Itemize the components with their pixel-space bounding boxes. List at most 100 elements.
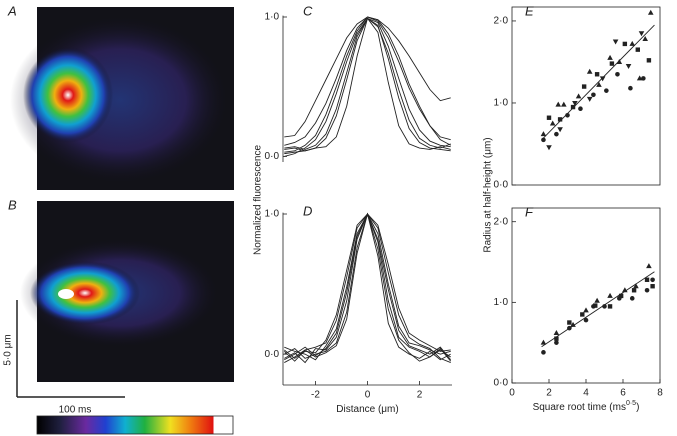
point <box>554 131 559 137</box>
profile-line <box>284 16 451 146</box>
point <box>554 336 559 341</box>
panel-letter: F <box>525 204 534 219</box>
point <box>594 297 600 303</box>
point <box>594 72 600 77</box>
x-tick-label: 0 <box>365 390 371 401</box>
point <box>646 263 652 269</box>
fit-line <box>541 24 655 141</box>
x-tick-label: 8 <box>657 388 663 399</box>
y-tick-label: 2·0 <box>494 216 509 227</box>
panel-letter: A <box>7 3 17 18</box>
point <box>591 304 596 309</box>
plot-frame <box>511 207 661 384</box>
point <box>618 293 624 299</box>
point <box>629 40 636 46</box>
point <box>557 117 563 122</box>
panel-letter: E <box>525 3 534 18</box>
x-tick-label: 0 <box>509 388 515 399</box>
point <box>633 283 639 289</box>
panel-letter: B <box>8 197 17 212</box>
point <box>617 296 622 301</box>
profile-line <box>284 213 451 363</box>
point <box>583 317 589 323</box>
x-tick-label: -2 <box>311 390 320 401</box>
point <box>554 340 559 345</box>
point <box>586 68 593 74</box>
x-tick-label: 2 <box>417 390 423 401</box>
profile-line <box>284 17 451 157</box>
scale-label: 5·0 μm <box>3 334 14 365</box>
point <box>599 76 606 82</box>
scale-label: 100 ms <box>59 405 92 416</box>
point <box>629 296 635 301</box>
point <box>581 84 587 89</box>
point <box>586 96 593 102</box>
point <box>546 145 552 151</box>
y-axis-label: Radius at half-height (μm) <box>483 137 494 252</box>
point <box>578 106 583 112</box>
point <box>546 115 552 120</box>
point <box>650 277 655 283</box>
point <box>580 312 585 317</box>
profile-line <box>284 212 452 361</box>
point <box>555 101 562 107</box>
image-peak <box>58 289 74 299</box>
x-tick-label: 6 <box>620 388 626 399</box>
point <box>561 101 567 107</box>
point <box>607 304 613 309</box>
point <box>622 287 628 293</box>
point <box>541 350 546 355</box>
point <box>622 41 628 47</box>
point <box>591 92 596 98</box>
y-tick-label: 0·0 <box>494 378 509 389</box>
point <box>642 35 648 41</box>
x-axis-label: Square root time (ms0·5) <box>533 400 640 413</box>
profile-line <box>284 17 451 155</box>
point <box>638 31 645 37</box>
x-axis-label-part: Distance (μm) <box>336 404 398 415</box>
x-axis-label-part: ) <box>636 402 639 413</box>
point <box>612 39 619 45</box>
x-axis-label: Distance (μm) <box>336 404 398 415</box>
point <box>575 93 582 99</box>
x-axis-label-part: Square root time (ms <box>533 402 626 413</box>
y-tick-label: 0·0 <box>265 151 280 162</box>
profile-line <box>283 213 451 362</box>
image-hotspot <box>23 47 113 143</box>
panel-letter: D <box>303 203 312 218</box>
point <box>615 71 620 77</box>
profile-line <box>284 212 451 362</box>
point <box>647 9 654 15</box>
point <box>607 292 613 298</box>
point <box>609 61 615 66</box>
point <box>572 100 578 106</box>
x-axis-label-part: 0·5 <box>626 400 636 407</box>
y-axis-label: Normalized fluorescence <box>253 145 264 255</box>
point <box>540 339 547 345</box>
y-tick-label: 1·0 <box>265 209 280 220</box>
point <box>540 131 547 137</box>
profile-line <box>284 17 451 150</box>
y-tick-label: 1·0 <box>494 297 509 308</box>
point <box>557 127 563 133</box>
point <box>628 85 633 91</box>
image-hotspot <box>30 261 140 325</box>
x-tick-label: 2 <box>546 388 552 399</box>
point <box>570 104 576 110</box>
point <box>625 64 632 70</box>
point <box>631 288 637 293</box>
y-tick-label: 1·0 <box>494 98 509 109</box>
point <box>641 76 646 81</box>
point <box>596 81 602 87</box>
point <box>644 277 650 282</box>
point <box>553 330 560 335</box>
profile-line <box>284 16 451 153</box>
y-tick-label: 0·0 <box>494 180 509 191</box>
panel-letter: C <box>303 3 313 18</box>
point <box>635 47 640 52</box>
point <box>636 75 643 81</box>
y-tick-label: 2·0 <box>494 16 509 27</box>
x-tick-label: 4 <box>583 388 589 399</box>
point <box>567 320 572 325</box>
